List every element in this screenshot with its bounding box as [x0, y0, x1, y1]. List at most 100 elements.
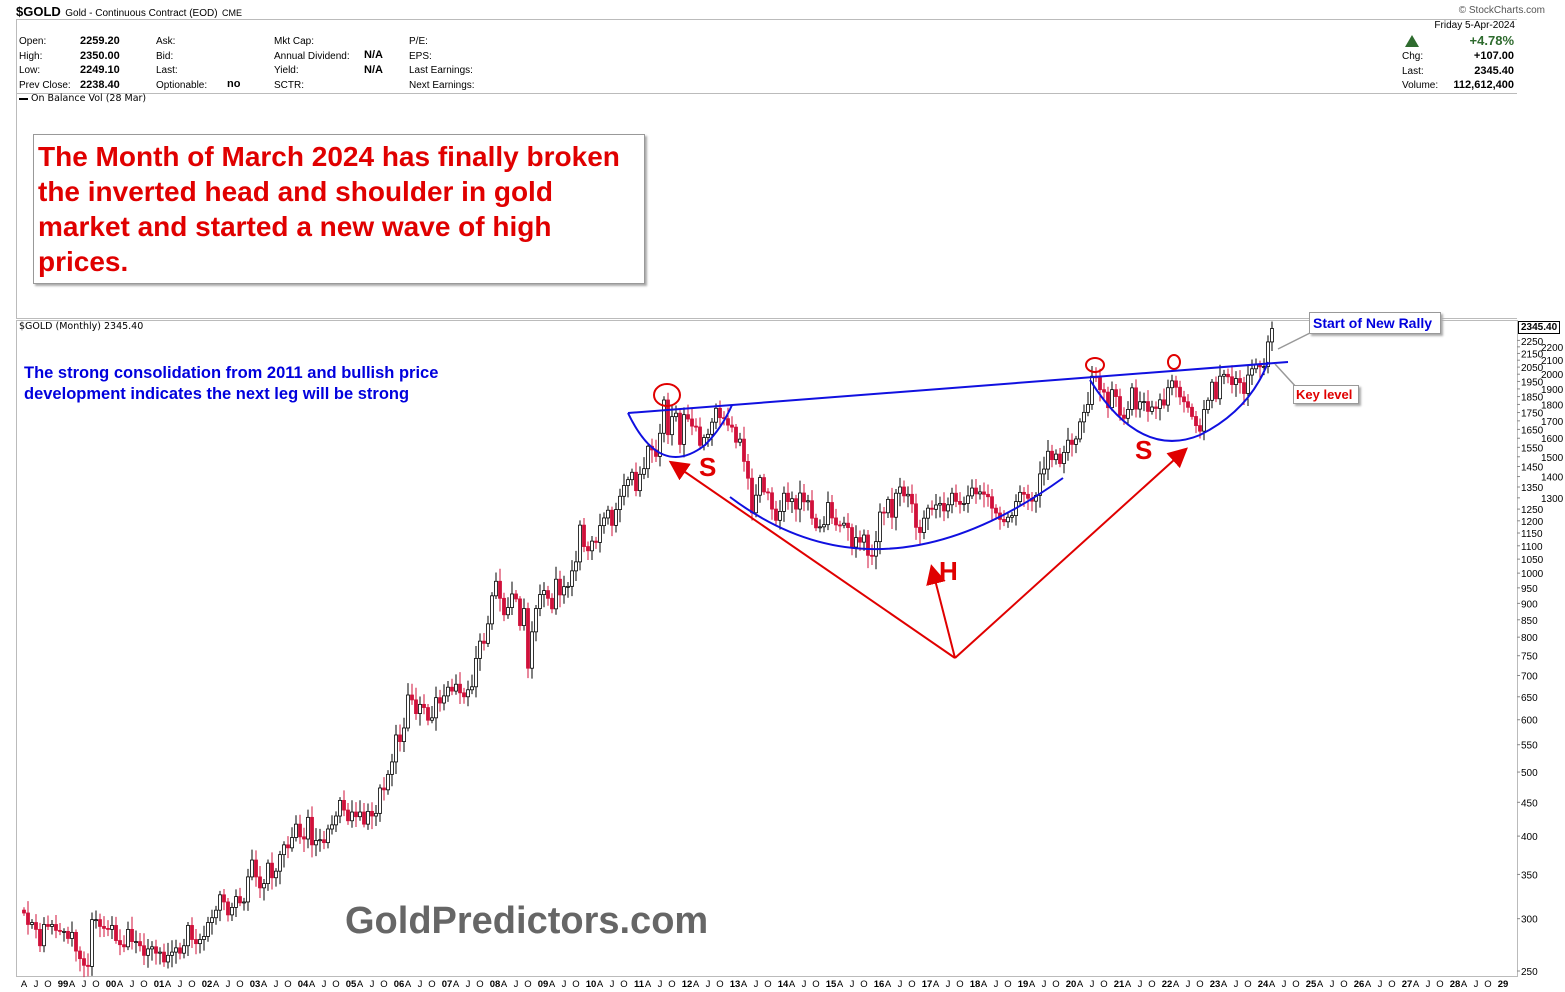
candle-body — [1230, 376, 1234, 385]
candle-body — [386, 773, 390, 791]
candle-body — [70, 931, 74, 939]
candle-body — [594, 540, 598, 543]
candle-body — [1226, 373, 1230, 378]
candle-body — [278, 854, 282, 872]
y-tick-label: 1050 — [1521, 555, 1544, 566]
x-month-label: O — [380, 979, 387, 990]
x-month-label: A — [741, 979, 748, 990]
x-year-label: 28 — [1450, 979, 1461, 990]
x-month-label: A — [1221, 979, 1228, 990]
y-tick-label: 1100 — [1521, 542, 1543, 553]
y-tick-label: 850 — [1521, 616, 1538, 627]
x-month-label: A — [1173, 979, 1180, 990]
candle-body — [454, 683, 458, 692]
candle-body — [758, 477, 762, 496]
candle-body — [882, 511, 886, 514]
arrow-right-shoulder — [954, 447, 1188, 659]
candle-body — [826, 502, 830, 526]
x-month-label: J — [82, 979, 87, 990]
quote-labels-col1: Open: High: Low: Prev Close: — [19, 35, 71, 93]
candle-body — [458, 683, 462, 694]
candle-body — [190, 925, 194, 940]
pe-label: P/E: — [409, 36, 428, 47]
x-month-label: J — [1090, 979, 1095, 990]
x-year-label: 01 — [154, 979, 165, 990]
x-year-label: 26 — [1354, 979, 1365, 990]
candle-body — [946, 504, 950, 512]
candle-body — [406, 694, 410, 729]
x-month-label: A — [597, 979, 604, 990]
volume-value: 112,612,400 — [1453, 79, 1514, 91]
x-year-label: 00 — [106, 979, 117, 990]
candle-body — [1042, 468, 1046, 475]
x-month-label: A — [645, 979, 652, 990]
candle-body — [582, 524, 586, 547]
x-month-label: J — [1378, 979, 1383, 990]
candle-body — [146, 948, 150, 956]
candle-body — [122, 944, 126, 948]
candle-body — [1206, 399, 1210, 410]
candle-body — [638, 473, 642, 492]
candle-body — [78, 950, 82, 960]
candle-body — [90, 919, 94, 967]
candle-body — [762, 477, 766, 493]
candle-body — [22, 909, 26, 914]
candle-body — [514, 593, 518, 600]
watermark: GoldPredictors.com — [345, 900, 709, 942]
x-month-label: O — [1484, 979, 1491, 990]
y-tick-label: 400 — [1521, 832, 1538, 843]
candle-body — [1182, 396, 1186, 403]
candle-body — [1010, 515, 1014, 518]
right-shoulder-label: S — [1135, 435, 1153, 465]
candle-body — [610, 509, 614, 526]
candle-body — [1070, 439, 1074, 445]
candle-body — [254, 859, 258, 878]
x-month-label: J — [1186, 979, 1191, 990]
x-month-label: J — [994, 979, 999, 990]
quote-labels-col4: P/E: EPS: Last Earnings: Next Earnings: — [409, 35, 475, 93]
quote-labels-col2: Ask: Bid: Last: Optionable: — [156, 35, 207, 93]
candle-body — [506, 607, 510, 616]
candle-body — [1006, 516, 1010, 523]
candle-body — [814, 517, 818, 529]
candle-body — [590, 540, 594, 552]
x-month-label: O — [44, 979, 51, 990]
candle-body — [138, 941, 142, 947]
candle-body — [1134, 387, 1138, 410]
candle-body — [490, 595, 494, 625]
y-tick-label: 1900 — [1541, 385, 1564, 396]
quote-labels-col3: Mkt Cap: Annual Dividend: Yield: SCTR: — [274, 35, 350, 93]
x-month-label: O — [860, 979, 867, 990]
candle-body — [626, 479, 630, 486]
candle-body — [1186, 401, 1190, 408]
chg-label: Chg: — [1402, 51, 1424, 62]
candle-body — [830, 502, 834, 519]
x-year-label: 22 — [1162, 979, 1173, 990]
candle-body — [834, 517, 838, 526]
candle-body — [550, 597, 554, 610]
candle-body — [866, 534, 870, 556]
candle-body — [926, 507, 930, 519]
candle-body — [314, 840, 318, 846]
x-year-label: 02 — [202, 979, 213, 990]
candle-body — [422, 703, 426, 708]
candle-body — [46, 924, 50, 927]
quote-labels-right: Chg: Last: Volume: — [1402, 50, 1438, 94]
candle-body — [246, 876, 250, 903]
candle-body — [1062, 451, 1066, 464]
candle-body — [74, 931, 78, 952]
headline-callout: The Month of March 2024 has finally brok… — [33, 134, 645, 284]
arrow-head — [926, 564, 956, 659]
candle-body — [214, 909, 218, 919]
x-month-label: O — [908, 979, 915, 990]
x-month-label: J — [466, 979, 471, 990]
y-tick-label: 950 — [1521, 584, 1538, 595]
last-label-right: Last: — [1402, 65, 1424, 77]
candle-body — [322, 839, 326, 844]
candle-body — [554, 578, 558, 610]
candle-body — [114, 925, 118, 941]
candle-body — [446, 686, 450, 697]
candle-body — [178, 947, 182, 954]
candle-body — [186, 925, 190, 947]
